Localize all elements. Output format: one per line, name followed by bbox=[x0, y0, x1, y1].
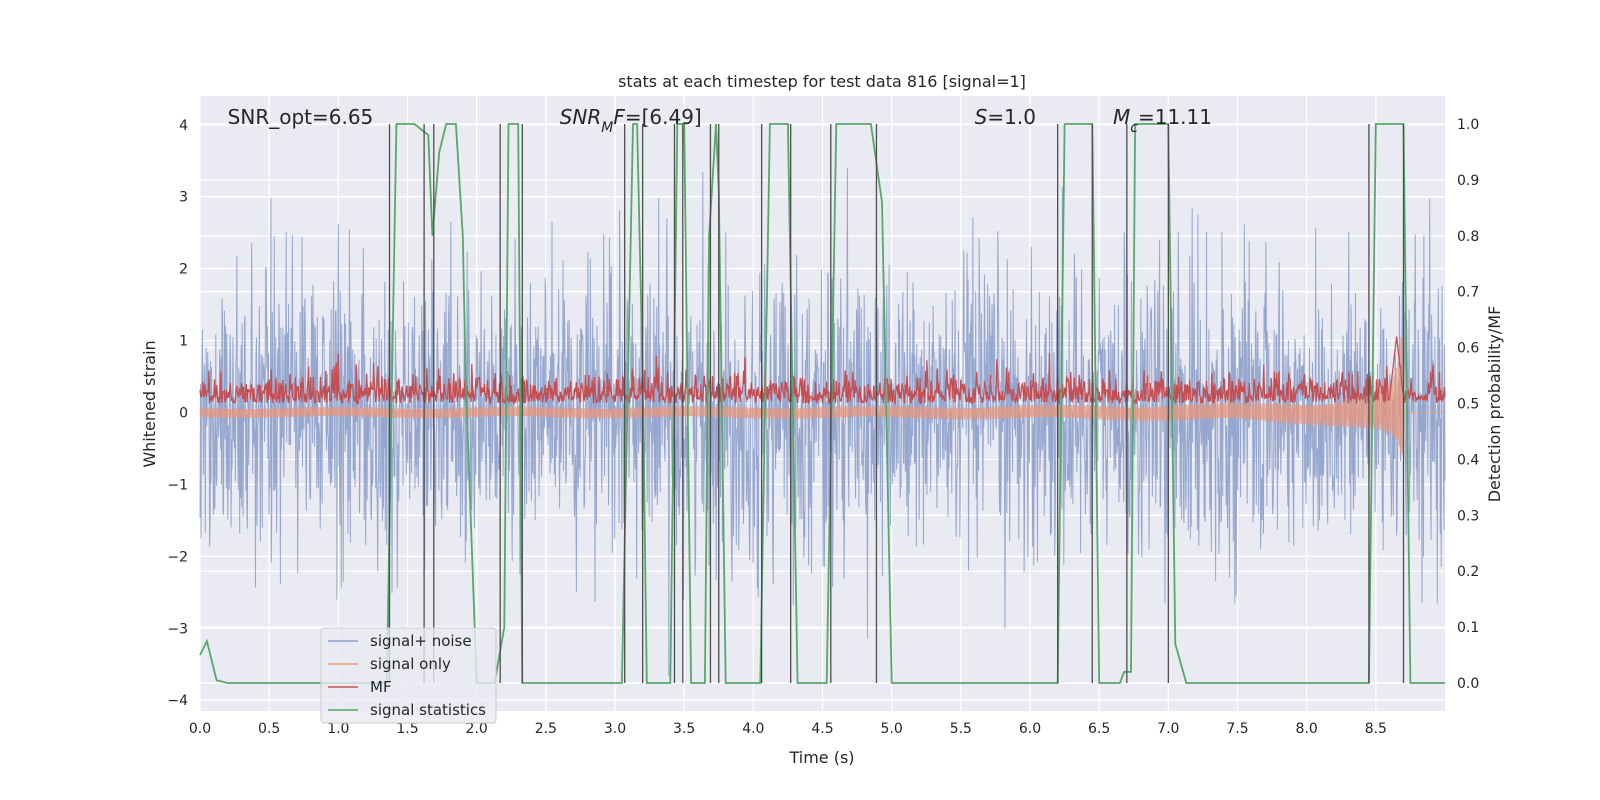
y-right-tick-label: 1.0 bbox=[1457, 117, 1479, 133]
x-tick-label: 1.5 bbox=[396, 721, 418, 737]
y-axis-label-left: Whitened strain bbox=[140, 340, 159, 467]
y-left-tick-label: 2 bbox=[179, 262, 188, 278]
series-signal-only bbox=[199, 337, 1445, 455]
x-tick-label: 3.0 bbox=[604, 721, 626, 737]
legend-box bbox=[320, 627, 497, 724]
chart-title: stats at each timestep for test data 816… bbox=[618, 72, 1026, 91]
x-tick-label: 7.0 bbox=[1157, 721, 1179, 737]
y-left-tick-label: −4 bbox=[167, 693, 188, 709]
x-tick-label: 0.5 bbox=[258, 721, 280, 737]
legend-label-mf: MF bbox=[370, 678, 392, 696]
x-tick-label: 2.5 bbox=[535, 721, 557, 737]
x-tick-label: 3.5 bbox=[673, 721, 695, 737]
annotation: SNRMF=[6.49] bbox=[560, 105, 702, 136]
x-tick-label: 1.0 bbox=[327, 721, 349, 737]
series-layer bbox=[199, 123, 1446, 684]
y-left-tick-label: −2 bbox=[167, 549, 188, 565]
legend: signal+ noise signal only MF signal stat… bbox=[320, 627, 497, 724]
vertical-lines bbox=[388, 123, 1405, 684]
y-right-tick-label: 0.9 bbox=[1457, 173, 1479, 189]
x-tick-label: 8.5 bbox=[1365, 721, 1387, 737]
x-axis-label: Time (s) bbox=[788, 748, 854, 767]
y-right-tick-label: 0.6 bbox=[1457, 341, 1479, 357]
x-tick-label: 4.5 bbox=[811, 721, 833, 737]
x-tick-label: 6.5 bbox=[1088, 721, 1110, 737]
annotation: Mc=11.11 bbox=[1113, 105, 1212, 136]
x-tick-label: 2.0 bbox=[466, 721, 488, 737]
y-left-tick-label: −1 bbox=[167, 477, 188, 493]
y-right-tick-label: 0.3 bbox=[1457, 508, 1479, 524]
x-tick-label: 8.0 bbox=[1296, 721, 1318, 737]
y-right-tick-label: 0.2 bbox=[1457, 564, 1479, 580]
y-right-tick-label: 0.5 bbox=[1457, 397, 1479, 413]
ticks: 0.0 0.5 1.0 1.5 2.0 2.5 3.0 3.5 4.0 4.5 5.0 5.5 6.0 6… bbox=[167, 117, 1479, 737]
x-tick-label: 7.5 bbox=[1226, 721, 1248, 737]
series-mf bbox=[199, 336, 1446, 406]
legend-label-signal-only: signal only bbox=[370, 655, 451, 673]
y-left-tick-label: 1 bbox=[179, 334, 188, 350]
annotation: SNR_opt=6.65 bbox=[228, 105, 374, 129]
y-right-tick-label: 0.4 bbox=[1457, 452, 1479, 468]
y-right-tick-label: 0.0 bbox=[1457, 676, 1479, 692]
y-left-tick-label: 0 bbox=[179, 405, 188, 421]
y-axis-label-right: Detection probability/MF bbox=[1485, 306, 1504, 503]
y-left-tick-label: 4 bbox=[179, 118, 188, 134]
series-signal-statistics bbox=[199, 123, 1445, 684]
x-tick-label: 4.0 bbox=[742, 721, 764, 737]
y-left-tick-label: 3 bbox=[179, 190, 188, 206]
annotation: S=1.0 bbox=[975, 105, 1036, 129]
y-right-tick-label: 0.8 bbox=[1457, 229, 1479, 245]
legend-label-signal-noise: signal+ noise bbox=[370, 632, 472, 650]
x-tick-label: 5.0 bbox=[881, 721, 903, 737]
y-right-tick-label: 0.7 bbox=[1457, 285, 1479, 301]
y-right-tick-label: 0.1 bbox=[1457, 620, 1479, 636]
legend-label-signal-statistics: signal statistics bbox=[370, 701, 486, 719]
x-tick-label: 5.5 bbox=[950, 721, 972, 737]
y-left-tick-label: −3 bbox=[167, 621, 188, 637]
x-tick-label: 6.0 bbox=[1019, 721, 1041, 737]
x-tick-label: 0.0 bbox=[189, 721, 211, 737]
annotations: SNR_opt=6.65 SNRMF=[6.49] S=1.0 Mc=11.11 bbox=[228, 105, 1212, 136]
